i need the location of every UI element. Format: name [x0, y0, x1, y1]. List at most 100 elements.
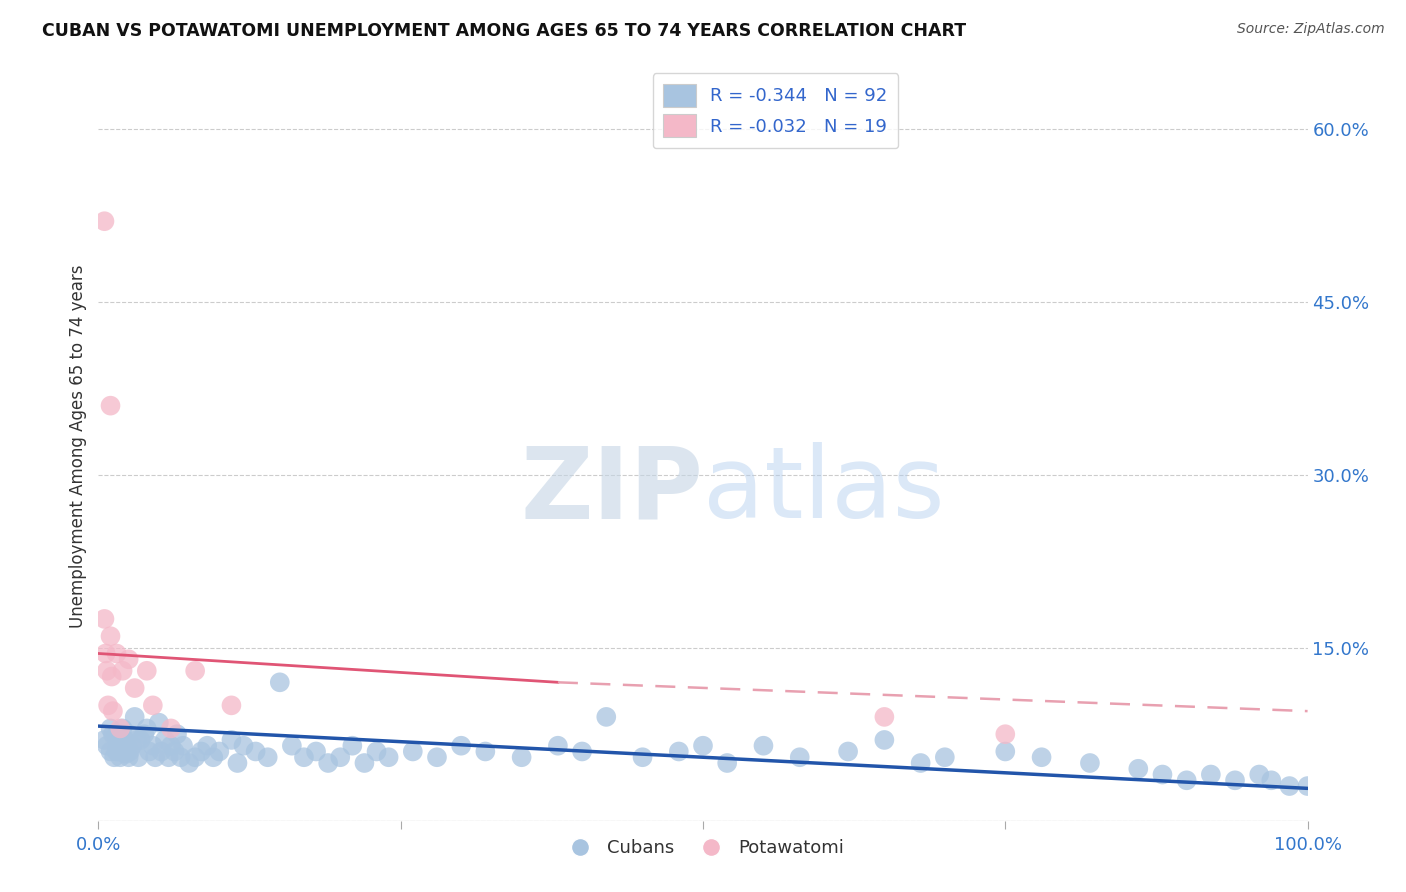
Point	[281, 739, 304, 753]
Point	[105, 744, 128, 758]
Point	[97, 698, 120, 713]
Point	[134, 727, 156, 741]
Point	[118, 744, 141, 758]
Point	[179, 756, 201, 770]
Point	[1223, 773, 1246, 788]
Point	[1199, 767, 1222, 781]
Point	[221, 698, 243, 713]
Point	[163, 744, 186, 758]
Point	[631, 750, 654, 764]
Point	[118, 652, 141, 666]
Point	[547, 739, 569, 753]
Point	[142, 739, 165, 753]
Point	[402, 744, 425, 758]
Point	[305, 744, 328, 758]
Point	[101, 704, 124, 718]
Point	[127, 750, 149, 764]
Point	[157, 750, 180, 764]
Point	[107, 733, 129, 747]
Point	[353, 756, 375, 770]
Point	[114, 733, 136, 747]
Point	[93, 733, 115, 747]
Point	[269, 675, 291, 690]
Point	[426, 750, 449, 764]
Point	[101, 727, 124, 741]
Point	[202, 750, 225, 764]
Point	[1128, 762, 1150, 776]
Text: CUBAN VS POTAWATOMI UNEMPLOYMENT AMONG AGES 65 TO 74 YEARS CORRELATION CHART: CUBAN VS POTAWATOMI UNEMPLOYMENT AMONG A…	[42, 22, 966, 40]
Point	[342, 739, 364, 753]
Point	[108, 722, 131, 736]
Point	[1260, 773, 1282, 788]
Point	[474, 744, 496, 758]
Point	[96, 664, 118, 678]
Point	[377, 750, 399, 764]
Point	[160, 739, 183, 753]
Point	[752, 739, 775, 753]
Point	[100, 669, 122, 683]
Point	[450, 739, 472, 753]
Point	[1175, 773, 1198, 788]
Point	[100, 629, 122, 643]
Point	[245, 744, 267, 758]
Point	[292, 750, 315, 764]
Point	[111, 722, 134, 736]
Point	[121, 739, 143, 753]
Point	[148, 715, 170, 730]
Point	[108, 739, 131, 753]
Point	[837, 744, 859, 758]
Point	[108, 750, 131, 764]
Point	[105, 647, 128, 661]
Point	[994, 744, 1017, 758]
Point	[117, 739, 139, 753]
Point	[1249, 767, 1271, 781]
Point	[166, 727, 188, 741]
Point	[1296, 779, 1319, 793]
Point	[873, 733, 896, 747]
Point	[160, 722, 183, 736]
Point	[934, 750, 956, 764]
Point	[100, 399, 122, 413]
Point	[111, 664, 134, 678]
Point	[111, 744, 134, 758]
Point	[142, 698, 165, 713]
Point	[366, 744, 388, 758]
Point	[124, 681, 146, 695]
Point	[208, 744, 231, 758]
Point	[510, 750, 533, 764]
Point	[112, 739, 135, 753]
Point	[789, 750, 811, 764]
Text: atlas: atlas	[703, 442, 945, 540]
Point	[135, 722, 157, 736]
Point	[994, 727, 1017, 741]
Point	[129, 733, 152, 747]
Text: Source: ZipAtlas.com: Source: ZipAtlas.com	[1237, 22, 1385, 37]
Point	[232, 739, 254, 753]
Point	[96, 739, 118, 753]
Point	[118, 727, 141, 741]
Point	[716, 756, 738, 770]
Point	[256, 750, 278, 764]
Point	[94, 647, 117, 661]
Point	[873, 710, 896, 724]
Point	[571, 744, 593, 758]
Point	[115, 747, 138, 761]
Point	[108, 744, 131, 758]
Point	[668, 744, 690, 758]
Point	[127, 733, 149, 747]
Point	[195, 739, 218, 753]
Point	[184, 664, 207, 678]
Point	[93, 612, 115, 626]
Point	[150, 744, 173, 758]
Point	[124, 710, 146, 724]
Point	[135, 664, 157, 678]
Point	[110, 733, 132, 747]
Point	[103, 750, 125, 764]
Text: ZIP: ZIP	[520, 442, 703, 540]
Point	[100, 744, 122, 758]
Point	[184, 750, 207, 764]
Point	[221, 733, 243, 747]
Point	[143, 750, 166, 764]
Point	[100, 722, 122, 736]
Point	[1152, 767, 1174, 781]
